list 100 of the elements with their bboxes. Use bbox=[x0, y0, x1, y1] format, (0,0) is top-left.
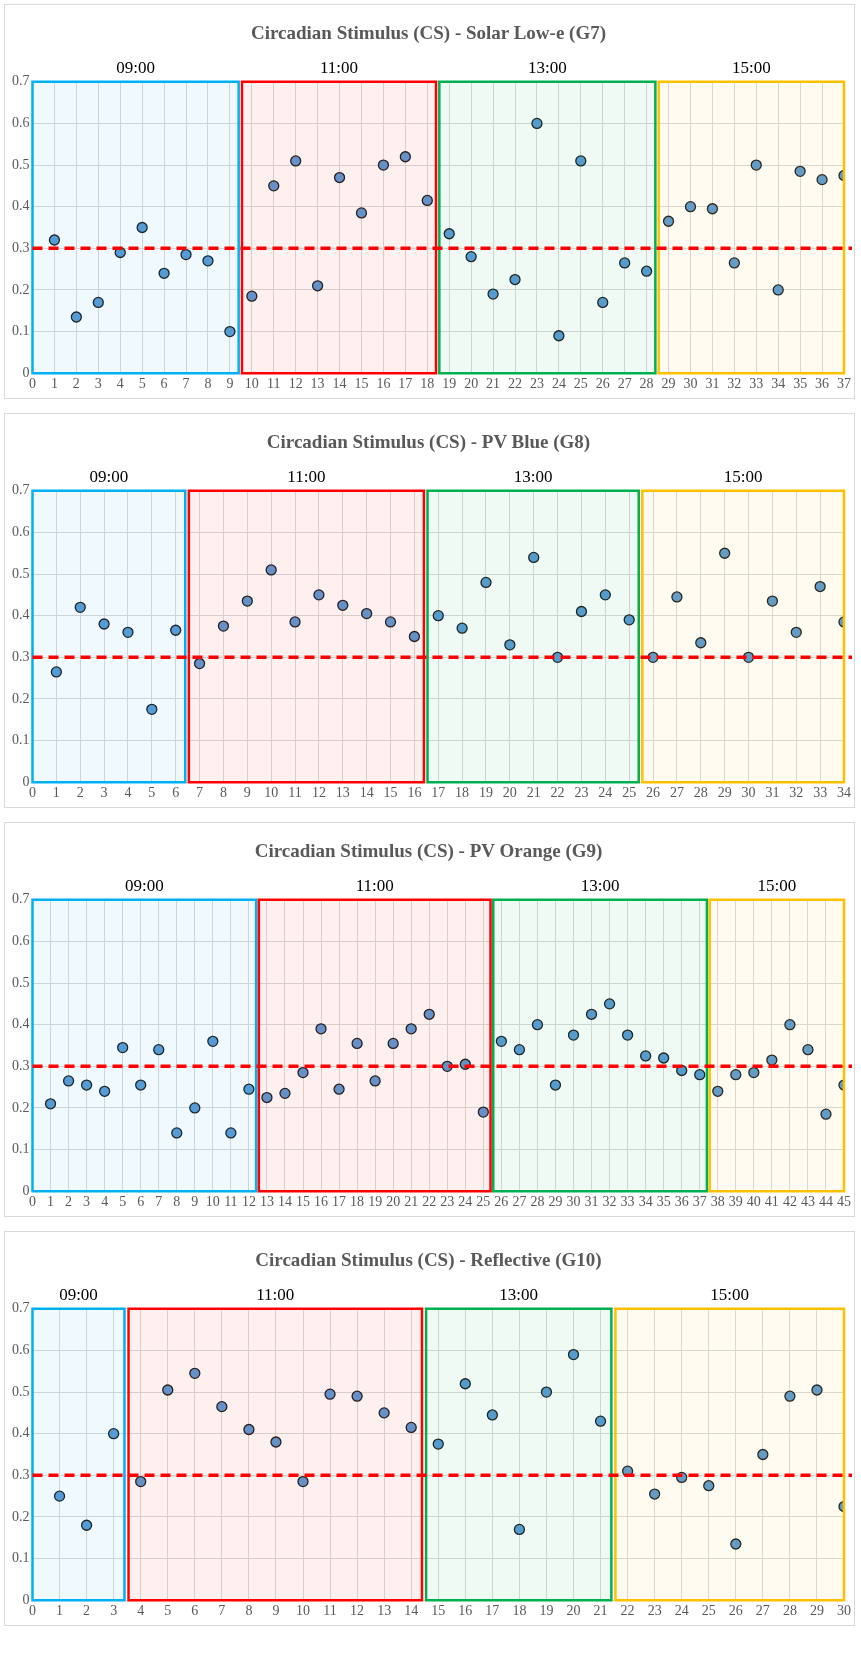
y-tick-label: 0.4 bbox=[12, 1016, 30, 1032]
x-tick-label: 33 bbox=[620, 1194, 635, 1210]
x-tick-label: 39 bbox=[728, 1194, 743, 1210]
point bbox=[575, 155, 587, 167]
x-tick-label: 14 bbox=[277, 1194, 292, 1210]
x-tick-label: 23 bbox=[440, 1194, 455, 1210]
x-tick-label: 2 bbox=[76, 785, 84, 801]
band-label: 09:00 bbox=[89, 466, 129, 486]
point bbox=[162, 1384, 174, 1396]
point bbox=[313, 589, 325, 601]
x-tick-label: 2 bbox=[72, 376, 80, 392]
point bbox=[640, 265, 653, 277]
x-tick-label: 10 bbox=[264, 785, 279, 801]
point bbox=[405, 1023, 417, 1035]
x-tick-label: 32 bbox=[602, 1194, 617, 1210]
y-tick-label: 0.6 bbox=[12, 933, 30, 949]
x-tick-label: 17 bbox=[485, 1603, 500, 1619]
x-tick-label: 8 bbox=[204, 376, 212, 392]
x-tick-label: 26 bbox=[494, 1194, 509, 1210]
point bbox=[459, 1378, 471, 1390]
point bbox=[432, 1438, 444, 1450]
y-tick-label: 0.1 bbox=[12, 1141, 30, 1157]
x-tick-label: 3 bbox=[94, 376, 102, 392]
point bbox=[136, 221, 148, 234]
y-tick-label: 0.6 bbox=[12, 115, 30, 131]
y-tick-label: 0.1 bbox=[12, 1550, 30, 1566]
x-tick-label: 19 bbox=[442, 376, 457, 392]
x-tick-label: 27 bbox=[669, 785, 684, 801]
x-tick-label: 22 bbox=[422, 1194, 437, 1210]
point bbox=[246, 290, 258, 302]
y-tick-label: 0.3 bbox=[12, 239, 30, 255]
point bbox=[748, 1066, 760, 1079]
x-tick-label: 37 bbox=[692, 1194, 707, 1210]
band-label: 15:00 bbox=[723, 466, 763, 486]
x-tick-label: 32 bbox=[727, 376, 742, 392]
point bbox=[98, 1085, 111, 1097]
x-tick-label: 10 bbox=[296, 1603, 310, 1619]
band-label: 11:00 bbox=[256, 1284, 295, 1304]
x-tick-label: 17 bbox=[398, 376, 413, 392]
x-tick-label: 6 bbox=[160, 376, 168, 392]
x-tick-label: 41 bbox=[764, 1194, 779, 1210]
y-tick-label: 0.1 bbox=[12, 323, 30, 339]
x-tick-label: 33 bbox=[813, 785, 828, 801]
band-label: 13:00 bbox=[499, 1284, 539, 1304]
x-tick-label: 27 bbox=[512, 1194, 527, 1210]
x-tick-label: 21 bbox=[593, 1603, 608, 1619]
x-tick-label: 22 bbox=[550, 785, 565, 801]
x-tick-label: 12 bbox=[288, 376, 303, 392]
point bbox=[62, 1075, 75, 1087]
point bbox=[122, 626, 134, 638]
point bbox=[816, 173, 828, 186]
point bbox=[465, 250, 477, 263]
x-tick-label: 25 bbox=[701, 1603, 716, 1619]
point bbox=[443, 228, 455, 240]
x-tick-label: 8 bbox=[245, 1603, 253, 1619]
x-tick-label: 7 bbox=[218, 1603, 226, 1619]
point bbox=[202, 255, 214, 267]
x-tick-label: 13 bbox=[259, 1194, 274, 1210]
point bbox=[703, 1480, 715, 1492]
x-tick-label: 43 bbox=[800, 1194, 815, 1210]
point bbox=[423, 1008, 435, 1020]
x-tick-label: 7 bbox=[155, 1194, 163, 1210]
y-tick-label: 0.3 bbox=[12, 1466, 30, 1482]
x-tick-label: 11 bbox=[224, 1194, 238, 1210]
y-tick-label: 0.2 bbox=[12, 281, 30, 297]
point bbox=[158, 267, 170, 279]
point bbox=[270, 1436, 282, 1448]
x-tick-label: 5 bbox=[119, 1194, 127, 1210]
y-tick-label: 0.6 bbox=[12, 1342, 30, 1358]
y-tick-label: 0 bbox=[22, 1182, 30, 1198]
y-tick-label: 0.5 bbox=[12, 974, 30, 990]
point bbox=[513, 1523, 526, 1536]
x-tick-label: 15 bbox=[354, 376, 369, 392]
x-tick-label: 30 bbox=[741, 785, 756, 801]
x-tick-label: 33 bbox=[749, 376, 764, 392]
point bbox=[531, 117, 543, 130]
x-tick-label: 9 bbox=[272, 1603, 280, 1619]
x-tick-label: 26 bbox=[728, 1603, 743, 1619]
point bbox=[135, 1079, 147, 1091]
y-tick-label: 0 bbox=[22, 364, 30, 380]
y-tick-label: 0.5 bbox=[12, 156, 30, 172]
x-tick-label: 24 bbox=[674, 1603, 689, 1619]
x-tick-label: 14 bbox=[359, 785, 374, 801]
x-tick-label: 35 bbox=[793, 376, 808, 392]
x-tick-label: 1 bbox=[47, 1194, 55, 1210]
point bbox=[279, 1087, 291, 1100]
y-tick-label: 0.5 bbox=[12, 1383, 30, 1399]
point bbox=[351, 1390, 363, 1402]
x-tick-label: 20 bbox=[502, 785, 517, 801]
point bbox=[658, 1052, 670, 1064]
x-tick-label: 11 bbox=[267, 376, 281, 392]
x-tick-label: 31 bbox=[705, 376, 720, 392]
x-tick-label: 5 bbox=[138, 376, 146, 392]
x-tick-label: 36 bbox=[674, 1194, 689, 1210]
point bbox=[811, 1384, 823, 1396]
point bbox=[135, 1475, 147, 1488]
band-label: 13:00 bbox=[580, 875, 620, 895]
y-tick-label: 0 bbox=[22, 773, 30, 789]
point bbox=[695, 637, 707, 649]
x-tick-label: 30 bbox=[837, 1603, 851, 1619]
